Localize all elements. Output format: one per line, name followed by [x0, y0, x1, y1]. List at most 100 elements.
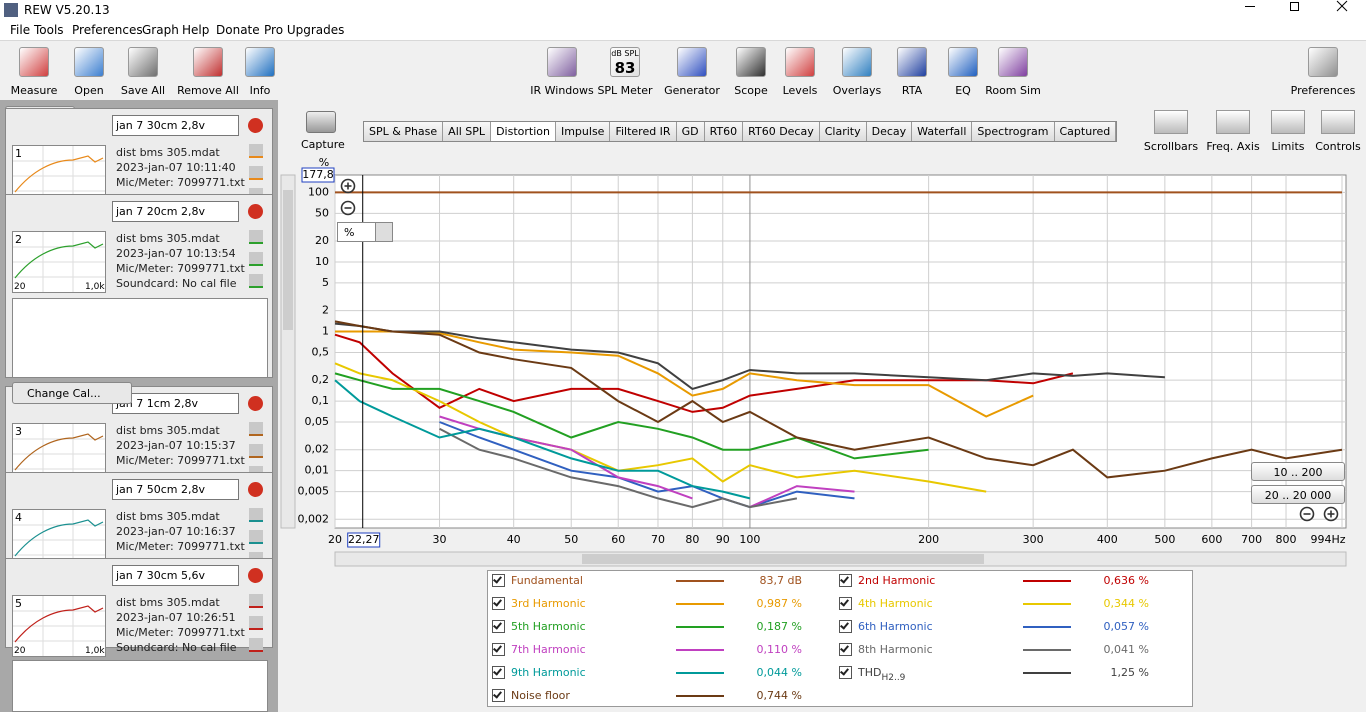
graph-tab[interactable]: RT60 [704, 122, 744, 141]
measurement-action[interactable] [249, 230, 263, 244]
zoom-button[interactable] [340, 178, 356, 194]
legend-checkbox[interactable] [839, 666, 852, 679]
graph-tab[interactable]: GD [676, 122, 705, 141]
graph-tab[interactable]: Filtered IR [610, 122, 677, 141]
legend-checkbox[interactable] [839, 574, 852, 587]
legend-checkbox[interactable] [492, 666, 505, 679]
measurement-name[interactable]: jan 7 20cm 2,8v [112, 201, 239, 222]
window-controls[interactable] [1245, 0, 1348, 12]
legend-name[interactable]: 5th Harmonic [511, 620, 586, 633]
range-button[interactable]: 20 .. 20 000 [1251, 485, 1345, 504]
measurement-action[interactable] [249, 444, 263, 458]
graph-tab[interactable]: Distortion [491, 122, 556, 141]
toolbar-icon[interactable] [245, 47, 275, 77]
menu-item[interactable]: Donate [216, 23, 260, 37]
units-select-arrow[interactable] [375, 223, 392, 241]
graph-tool-label[interactable]: Scrollbars [1143, 140, 1199, 153]
legend-checkbox[interactable] [492, 597, 505, 610]
legend-name[interactable]: 6th Harmonic [858, 620, 933, 633]
legend-name[interactable]: 3rd Harmonic [511, 597, 586, 610]
menu-item[interactable]: File [10, 23, 31, 37]
toolbar-button-label[interactable]: Generator [664, 84, 720, 97]
toolbar-button-label[interactable]: Overlays [832, 84, 882, 97]
measurement-name[interactable]: jan 7 30cm 2,8v [112, 115, 239, 136]
toolbar-icon[interactable] [19, 47, 49, 77]
graph-tool-label[interactable]: Controls [1315, 140, 1361, 153]
toolbar-icon[interactable] [897, 47, 927, 77]
measurement-action[interactable] [249, 616, 263, 630]
graph-tool-label[interactable]: Freq. Axis [1206, 140, 1260, 153]
measurement-action[interactable] [249, 166, 263, 180]
toolbar-button-label[interactable]: Measure [10, 84, 58, 97]
legend-checkbox[interactable] [839, 620, 852, 633]
menu-item[interactable]: Graph [142, 23, 179, 37]
legend-checkbox[interactable] [492, 620, 505, 633]
measurement-name[interactable]: jan 7 1cm 2,8v [112, 393, 239, 414]
toolbar-icon[interactable] [74, 47, 104, 77]
remove-measurement[interactable] [248, 204, 263, 219]
toolbar-icon[interactable] [785, 47, 815, 77]
graph-tool-icon[interactable] [1271, 110, 1305, 134]
toolbar-button-label[interactable]: Preferences [1290, 84, 1356, 97]
graph-tab[interactable]: Clarity [819, 122, 867, 141]
graph-tab[interactable]: Spectrogram [972, 122, 1055, 141]
legend-name[interactable]: 2nd Harmonic [858, 574, 935, 587]
graph-tool-icon[interactable] [1216, 110, 1250, 134]
scroll-thumb[interactable] [283, 190, 293, 330]
legend-name[interactable]: THDH2..9 [858, 666, 905, 683]
toolbar-icon[interactable] [736, 47, 766, 77]
toolbar-icon[interactable] [677, 47, 707, 77]
toolbar-button-label[interactable]: EQ [955, 84, 971, 97]
graph-tab[interactable]: Waterfall [912, 122, 973, 141]
toolbar-icon[interactable] [1308, 47, 1338, 77]
legend-checkbox[interactable] [492, 643, 505, 656]
zoom-button[interactable] [1299, 506, 1315, 522]
toolbar-button-label[interactable]: RTA [901, 84, 923, 97]
graph-tool-icon[interactable] [1321, 110, 1355, 134]
measurement-action[interactable] [249, 594, 263, 608]
capture-icon[interactable] [306, 111, 336, 133]
toolbar-button-label[interactable]: IR Windows [530, 84, 594, 97]
legend-name[interactable]: Fundamental [511, 574, 583, 587]
legend-checkbox[interactable] [839, 597, 852, 610]
graph-tab[interactable]: SPL & Phase [364, 122, 444, 141]
scroll-thumb[interactable] [582, 554, 984, 564]
remove-measurement[interactable] [248, 396, 263, 411]
graph-tab[interactable]: Captured [1054, 122, 1117, 141]
measurement-action[interactable] [249, 638, 263, 652]
capture-label[interactable]: Capture [301, 138, 345, 151]
toolbar-icon[interactable] [842, 47, 872, 77]
graph-tab[interactable]: All SPL [443, 122, 492, 141]
range-button[interactable]: 10 .. 200 [1251, 462, 1345, 481]
graph-tool-label[interactable]: Limits [1271, 140, 1305, 153]
graph-tool-icon[interactable] [1154, 110, 1188, 134]
legend-name[interactable]: 4th Harmonic [858, 597, 933, 610]
toolbar-button-label[interactable]: Remove All [177, 84, 239, 97]
measurement-action[interactable] [249, 422, 263, 436]
graph-tab[interactable]: Impulse [555, 122, 611, 141]
toolbar-button-label[interactable]: Room Sim [985, 84, 1041, 97]
toolbar-button-label[interactable]: Levels [782, 84, 818, 97]
menu-item[interactable]: Tools [34, 23, 64, 37]
remove-measurement[interactable] [248, 568, 263, 583]
toolbar-icon[interactable] [610, 47, 640, 77]
remove-measurement[interactable] [248, 482, 263, 497]
toolbar-icon[interactable] [998, 47, 1028, 77]
change-cal-button[interactable]: Change Cal... [12, 382, 132, 404]
toolbar-icon[interactable] [193, 47, 223, 77]
measurement-name[interactable]: jan 7 30cm 5,6v [112, 565, 239, 586]
toolbar-icon[interactable] [128, 47, 158, 77]
legend-name[interactable]: 9th Harmonic [511, 666, 586, 679]
remove-measurement[interactable] [248, 118, 263, 133]
zoom-button[interactable] [340, 200, 356, 216]
legend-checkbox[interactable] [839, 643, 852, 656]
legend-checkbox[interactable] [492, 574, 505, 587]
menu-item[interactable]: Preferences [72, 23, 143, 37]
legend-name[interactable]: 8th Harmonic [858, 643, 933, 656]
measurement-action[interactable] [249, 252, 263, 266]
toolbar-button-label[interactable]: Open [74, 84, 104, 97]
menu-item[interactable]: Pro Upgrades [264, 23, 345, 37]
legend-name[interactable]: 7th Harmonic [511, 643, 586, 656]
toolbar-icon[interactable] [948, 47, 978, 77]
toolbar-button-label[interactable]: Save All [120, 84, 166, 97]
